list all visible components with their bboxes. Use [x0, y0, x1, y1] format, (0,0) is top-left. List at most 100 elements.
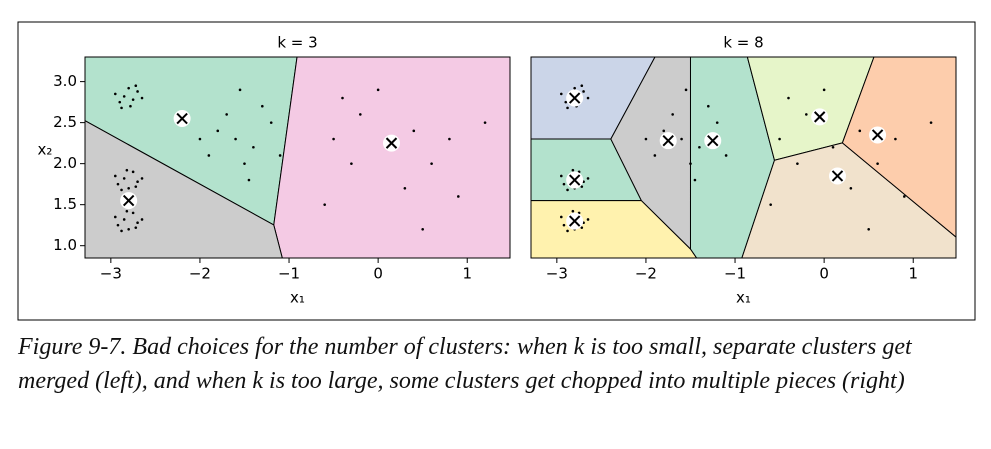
data-point — [140, 177, 144, 180]
data-point — [564, 100, 568, 104]
data-point — [566, 188, 569, 192]
x-tick-label: −3 — [546, 265, 568, 283]
centroid — [704, 132, 722, 150]
data-point — [116, 223, 120, 227]
y-tick-label: 1.5 — [53, 195, 77, 213]
data-point — [929, 121, 933, 124]
x-tick-label: −2 — [635, 265, 657, 283]
data-point — [122, 218, 126, 221]
y-tick-label: 1.0 — [53, 236, 77, 254]
data-point — [876, 162, 879, 165]
centroid — [566, 171, 584, 189]
data-point — [125, 168, 129, 172]
centroid — [120, 192, 138, 210]
data-point — [582, 90, 585, 93]
data-point — [822, 88, 826, 92]
data-point — [559, 92, 563, 96]
data-point — [234, 137, 237, 141]
data-point — [278, 154, 282, 157]
x-axis-label: x₁ — [290, 289, 305, 307]
data-point — [131, 98, 135, 101]
cluster-region — [85, 120, 283, 258]
data-point — [225, 113, 228, 116]
caption: Figure 9-7. Bad choices for the number o… — [18, 334, 912, 394]
centroid-cross — [871, 129, 884, 141]
data-point — [796, 162, 799, 165]
data-point — [566, 229, 569, 233]
data-point — [586, 96, 590, 100]
centroid-cross — [176, 112, 188, 125]
data-point — [131, 170, 135, 174]
data-point — [573, 86, 576, 90]
x-tick-label: 1 — [462, 265, 472, 283]
data-point — [724, 154, 728, 157]
data-point — [376, 88, 380, 92]
cluster-region — [689, 57, 776, 258]
data-point — [566, 106, 569, 110]
x-tick-label: −3 — [100, 265, 122, 283]
centroid — [566, 89, 584, 107]
centroid — [382, 134, 400, 152]
data-point — [116, 182, 120, 186]
centroid-cross — [568, 92, 581, 104]
data-point — [136, 180, 139, 184]
data-point — [238, 88, 242, 92]
data-point — [448, 137, 451, 141]
data-point — [127, 186, 130, 190]
data-point — [653, 154, 657, 157]
data-point — [562, 223, 566, 227]
y-tick-label: 2.5 — [53, 113, 77, 131]
data-point — [341, 96, 344, 100]
data-point — [247, 178, 251, 182]
data-point — [136, 221, 139, 225]
figure-frame — [17, 21, 976, 321]
data-point — [412, 129, 416, 133]
x-tick-label: −1 — [278, 265, 300, 283]
y-axis-label: x₂ — [38, 141, 53, 159]
data-point — [559, 215, 563, 219]
data-point — [134, 226, 138, 229]
data-point — [113, 174, 117, 178]
data-point — [778, 137, 781, 141]
data-point — [136, 90, 139, 93]
data-point — [359, 113, 362, 116]
data-point — [261, 104, 264, 108]
centroid-cross — [122, 194, 135, 207]
data-point — [715, 121, 719, 124]
x-tick-label: −2 — [189, 265, 211, 283]
data-point — [849, 186, 853, 190]
centroid-cross — [568, 174, 581, 186]
data-point — [457, 195, 460, 198]
centroid — [811, 108, 829, 126]
data-point — [134, 185, 138, 188]
data-point — [243, 162, 246, 165]
data-point — [644, 137, 648, 141]
centroid-cross — [385, 137, 398, 149]
centroid-cross — [707, 134, 719, 147]
cluster-region — [273, 57, 510, 258]
data-point — [586, 218, 590, 221]
data-point — [122, 177, 126, 180]
y-tick-label: 3.0 — [53, 72, 77, 90]
data-point — [684, 88, 688, 92]
data-point — [198, 137, 202, 141]
data-point — [350, 162, 353, 165]
data-point — [332, 137, 335, 141]
data-point — [662, 129, 666, 133]
data-point — [571, 168, 575, 172]
data-point — [805, 113, 808, 116]
data-point — [858, 129, 862, 133]
data-point — [698, 145, 701, 149]
figure: −3 −2 −1 0 1 1.0 1.5 2.0 2.5 3.0 k = 3 x₁ x₂ −3 −2 −1 0 1… — [17, 21, 976, 321]
data-point — [403, 186, 407, 190]
y-tick-label: 2.0 — [53, 154, 77, 172]
x-tick-label: −1 — [724, 265, 746, 283]
data-point — [216, 129, 220, 133]
centroid — [869, 126, 887, 144]
axes-frame — [530, 56, 957, 259]
x-axis-label: x₁ — [736, 289, 751, 307]
data-point — [125, 209, 129, 213]
data-point — [430, 162, 433, 165]
data-point — [580, 84, 584, 88]
